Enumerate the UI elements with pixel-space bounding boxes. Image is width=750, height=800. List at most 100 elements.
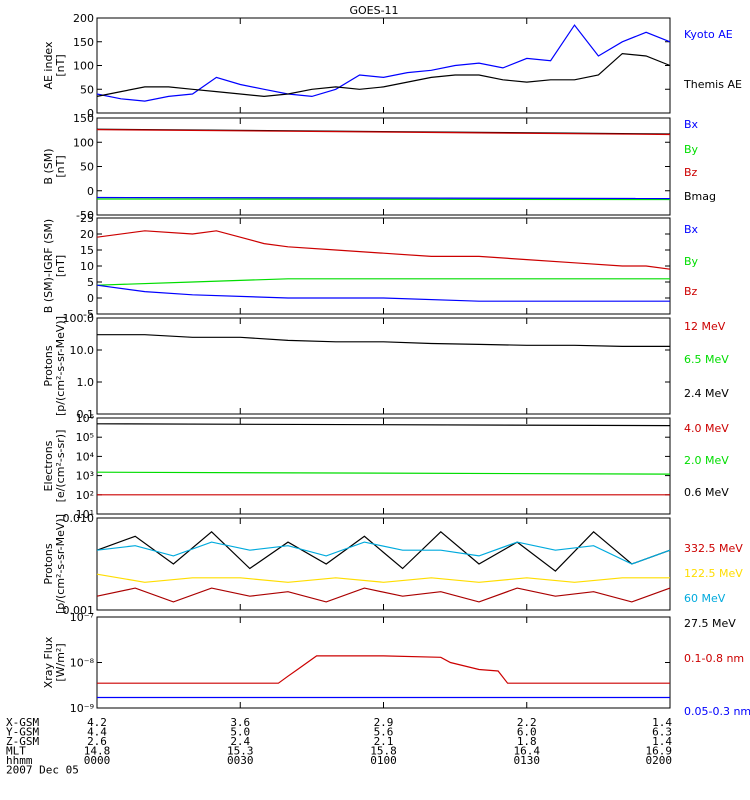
footer-row-label: hhmm: [6, 754, 33, 767]
y-axis-label: [nT]: [54, 255, 67, 277]
y-tick-label: 25: [80, 212, 94, 225]
y-axis-label: [e/(cm²-s-sr)]: [54, 430, 67, 503]
y-tick-label: 150: [73, 36, 94, 49]
footer-value: 6.0: [517, 726, 537, 739]
y-tick-label: 200: [73, 12, 94, 25]
legend-entry: Bx: [684, 223, 699, 236]
y-tick-label: 5: [87, 276, 94, 289]
y-tick-label: 1.0: [77, 376, 95, 389]
y-tick-label: 100: [73, 136, 94, 149]
y-axis-label: B (SM)-IGRF (SM): [42, 219, 55, 313]
footer-value: 5.6: [374, 726, 394, 739]
footer-value: 16.9: [646, 745, 673, 758]
panel-4: 0.1 1.0 10.0 100.0 Protons [p/(cm²-s-sr-MeV)]…: [42, 312, 729, 421]
series-line-27-5-mev: [96, 530, 671, 572]
y-axis-label: Xray Flux: [42, 636, 55, 688]
y-tick-label: 0.010: [63, 512, 95, 525]
footer-value: 2.6: [87, 735, 107, 748]
panel-6: 0.001 0.010 Protons [p/(cm²-s-sr-MeV)] 332.5…: [42, 512, 743, 630]
y-axis-label: [p/(cm²-s-sr-MeV)]: [54, 316, 67, 416]
chart-title: GOES-11: [349, 4, 398, 17]
footer-value: 1.4: [652, 735, 672, 748]
y-tick-label: 10⁻⁷: [70, 611, 94, 624]
footer-row-label: Z-GSM: [6, 735, 39, 748]
footer-value: 0000: [84, 754, 111, 767]
series-line-bz: [96, 230, 671, 270]
legend-entry: 12 MeV: [684, 320, 726, 333]
y-tick-label: 10³: [76, 470, 94, 483]
footer-value: 4.4: [87, 726, 107, 739]
y-tick-label: 150: [73, 112, 94, 125]
footer-value: 16.4: [514, 745, 541, 758]
y-tick-label: 50: [80, 83, 94, 96]
panel-frame: [96, 317, 671, 415]
legend-entry: 0.1-0.8 nm: [684, 652, 744, 665]
y-axis-label: Protons: [42, 345, 55, 386]
footer-value: 15.8: [370, 745, 397, 758]
panel-frame: [96, 616, 671, 709]
y-tick-label: 50: [80, 161, 94, 174]
y-tick-label: 20: [80, 228, 94, 241]
footer-value: 6.3: [652, 726, 672, 739]
panel-1: 0 50 100 150 200 AE index [nT] Kyoto AE Themis A…: [42, 12, 742, 120]
footer-value: 1.4: [652, 716, 672, 729]
y-tick-label: 10¹: [76, 508, 94, 521]
series-line-2-0-mev: [96, 471, 671, 475]
legend-entry: Themis AE: [683, 78, 742, 91]
y-axis-label: AE index: [42, 41, 55, 90]
footer-value: 2.2: [517, 716, 537, 729]
y-tick-label: 100: [73, 60, 94, 73]
y-axis-label: [p/(cm²-s-sr-MeV)]: [54, 514, 67, 614]
footer-row-label: X-GSM: [6, 716, 39, 729]
footer-row-label: Y-GSM: [6, 726, 39, 739]
y-axis-label: [W/m²]: [54, 643, 67, 681]
y-tick-label: 0.1: [77, 408, 95, 421]
y-tick-label: 10.0: [70, 344, 95, 357]
panel-2: -50 0 50 100 150 B (SM) [nT] Bx By Bz Bmag: [42, 112, 716, 222]
panel-frame: [96, 517, 671, 611]
series-line-60-mev: [96, 541, 671, 565]
legend-entry: Kyoto AE: [684, 28, 733, 41]
series-line-2-4-mev: [97, 334, 670, 347]
panel-7: 10⁻⁹ 10⁻⁸ 10⁻⁷ Xray Flux [W/m²] 0.1-0.8 nm 0.0…: [42, 611, 750, 718]
y-tick-label: 15: [80, 244, 94, 257]
legend-entry: Bz: [684, 166, 698, 179]
series-line-332-5-mev: [96, 587, 671, 603]
legend-entry: 6.5 MeV: [684, 353, 729, 366]
series-line-themis-ae: [96, 52, 671, 98]
y-axis-label: [nT]: [54, 54, 67, 76]
y-tick-label: 10⁻⁸: [70, 657, 95, 670]
legend-entry: 0.6 MeV: [684, 486, 729, 499]
footer-value: 5.0: [230, 726, 250, 739]
series-line-0-6-mev: [96, 423, 671, 427]
footer-date: 2007 Dec 05: [6, 764, 79, 777]
legend-entry: 122.5 MeV: [684, 567, 743, 580]
series-line-0-1-0-8-nm: [97, 655, 670, 684]
panel-3: -50 5 10 15 20 25 B (SM)-IGRF (SM) [nT] Bx By Bz: [42, 212, 699, 321]
legend-entry: By: [684, 255, 699, 268]
footer-value: 0100: [370, 754, 397, 767]
panel-frame: [96, 417, 671, 515]
footer-value: 0200: [646, 754, 673, 767]
y-tick-label: 10: [80, 260, 94, 273]
legend-entry: By: [684, 143, 699, 156]
y-tick-label: 10⁶: [76, 412, 95, 425]
y-tick-label: 0: [87, 107, 94, 120]
footer-value: 0030: [227, 754, 254, 767]
legend-entry: 2.4 MeV: [684, 387, 729, 400]
series-line-bx: [96, 196, 671, 200]
footer-value: 2.4: [230, 735, 250, 748]
y-tick-label: 10⁻⁹: [70, 702, 94, 715]
footer-row-label: MLT: [6, 745, 26, 758]
y-axis-label: Protons: [42, 543, 55, 584]
y-tick-label: -50: [76, 209, 94, 222]
y-tick-label: 10⁴: [76, 450, 95, 463]
panel-frame: [96, 17, 671, 114]
y-axis-label: Electrons: [42, 440, 55, 491]
legend-entry: Bx: [684, 118, 699, 131]
y-tick-label: 0: [87, 292, 94, 305]
series-line-kyoto-ae: [96, 24, 671, 102]
legend-entry: Bz: [684, 285, 698, 298]
